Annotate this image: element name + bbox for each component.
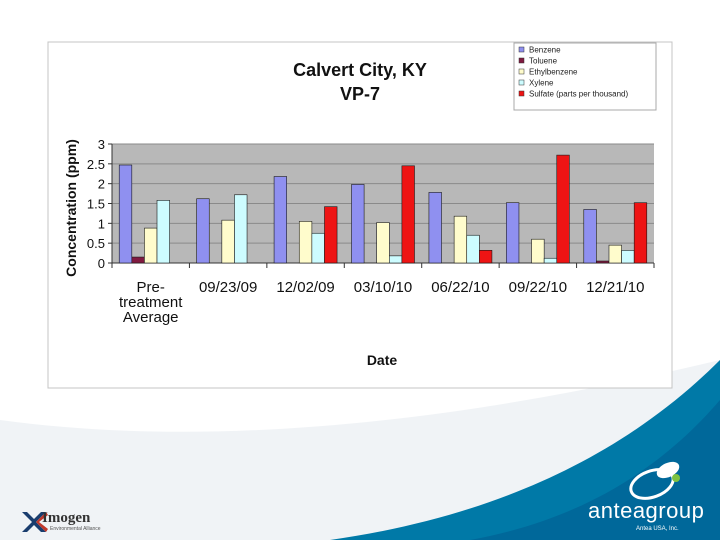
bar-benzene [196,198,210,264]
legend-swatch [518,57,525,64]
bar-benzene [506,202,520,264]
bar-xylene [543,257,558,264]
legend-swatch [518,46,525,53]
bar-ethylbenzene [608,244,622,264]
y-tick-label: 3 [98,137,105,152]
y-tick-label: 1.5 [87,197,105,212]
y-tick-label: 2.5 [87,157,105,172]
bar-ethylbenzene [221,219,235,264]
bar-sulfate [401,165,415,264]
footer-band [0,360,720,540]
legend-swatch [518,79,525,86]
bar-benzene [273,176,287,264]
chart-title: Calvert City, KY [293,60,427,80]
bar-benzene [583,209,597,264]
bar-sulfate [556,154,570,264]
y-axis-title: Concentration (ppm) [63,139,79,277]
y-tick-label: 2 [98,177,105,192]
chart-subtitle: VP-7 [340,84,380,104]
bars [118,154,648,264]
x-tick-label: treatment [119,294,183,311]
legend-swatch [518,90,525,97]
x-tick-label: 09/22/10 [509,279,567,296]
imogen-logo-text: Imogen [42,510,91,526]
imogen-logo-icon [22,512,48,532]
y-tick-label: 1 [98,216,105,231]
legend: Benzene Toluene Ethylbenzene Xylene Sulfate … [513,42,657,111]
copyright-text: Antea USA, Inc. [636,526,679,532]
x-tick-label: 12/21/10 [586,279,644,296]
y-tick-label: 0 [98,256,105,271]
x-axis-title: Date [367,352,398,368]
bar-toluene [131,256,145,264]
bar-xylene [156,200,170,264]
antea-logo-icon [629,461,680,500]
legend-entry: Toluene [529,57,558,66]
bar-ethylbenzene [298,221,313,264]
x-tick-label: Average [123,309,179,326]
bar-toluene [596,260,610,264]
bar-xylene [311,232,325,264]
bar-sulfate [324,206,338,264]
imogen-logo-subtext: Environmental Alliance [50,526,101,532]
x-tick-label: 09/23/09 [199,279,257,296]
legend-entry: Xylene [529,79,554,88]
antea-logo-text: anteagroup [588,498,705,523]
bar-ethylbenzene [531,238,545,264]
bar-ethylbenzene [453,215,468,264]
bar-benzene [351,184,365,264]
bar-ethylbenzene [144,227,158,264]
legend-entry: Benzene [529,46,561,55]
bar-benzene [118,164,133,264]
legend-entry: Ethylbenzene [529,68,578,77]
x-tick-label: 06/22/10 [431,279,489,296]
x-tick-label: 12/02/09 [276,279,334,296]
bar-benzene [428,192,442,264]
legend-swatch [518,68,525,75]
legend-box [513,42,657,111]
legend-entry: Sulfate (parts per thousand) [529,90,629,99]
bar-xylene [621,250,635,264]
x-tick-label: 03/10/10 [354,279,412,296]
x-tick-label: Pre- [137,279,165,296]
bar-xylene [388,255,403,264]
bar-sulfate [633,202,648,264]
bar-xylene [234,194,248,264]
bar-xylene [466,234,480,264]
y-tick-label: 0.5 [87,236,105,251]
bar-sulfate [479,250,493,264]
bar-ethylbenzene [376,222,390,264]
